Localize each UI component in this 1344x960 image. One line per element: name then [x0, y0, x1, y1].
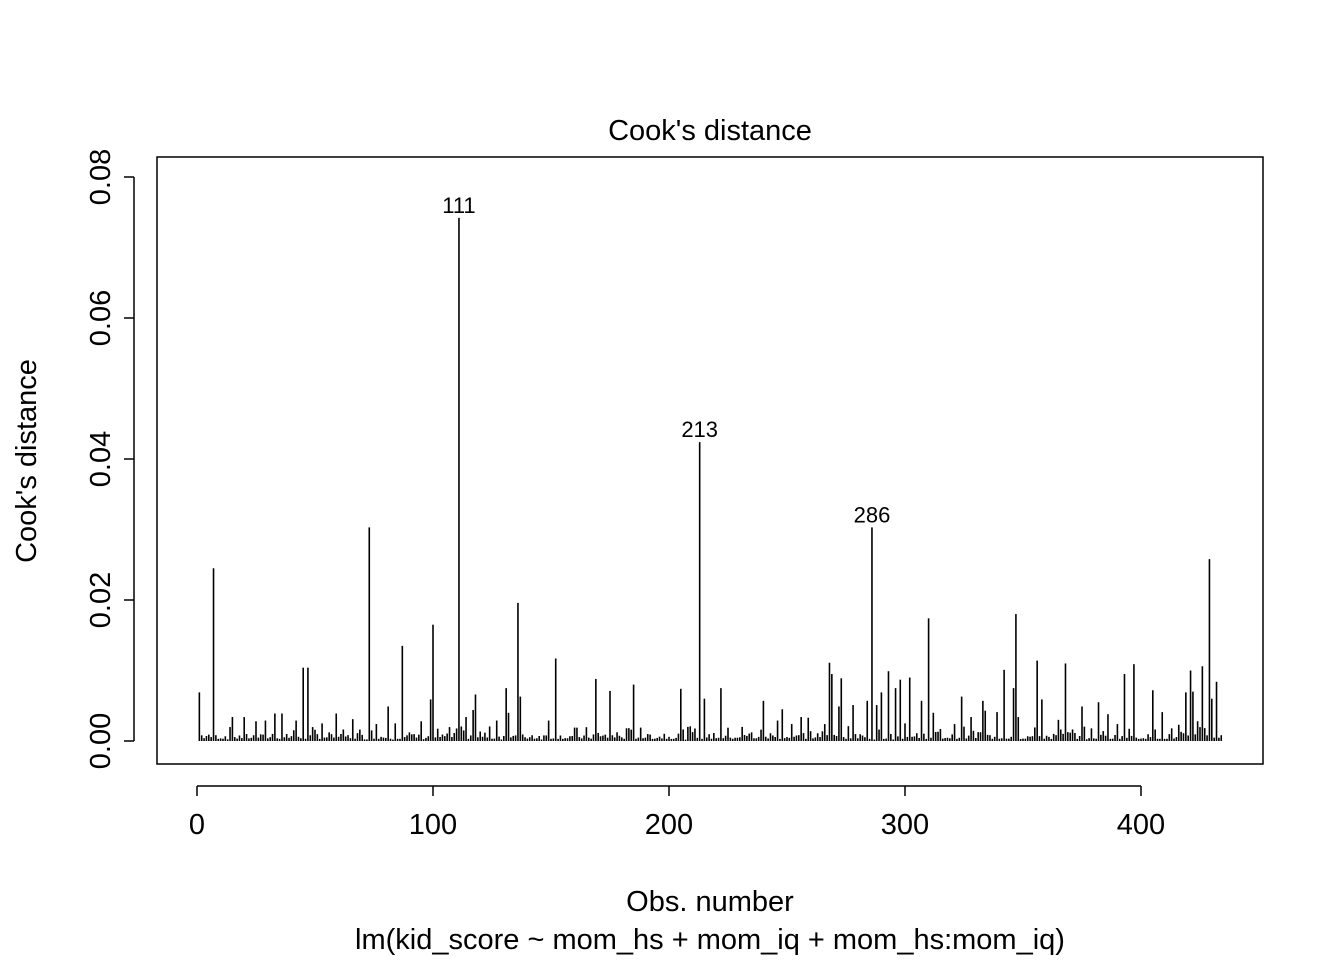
y-tick-label: 0.02 — [85, 572, 117, 628]
x-axis: 0 100 200 300 400 — [189, 785, 1165, 841]
x-tick-label: 200 — [645, 809, 693, 841]
x-axis-label: Obs. number — [626, 886, 794, 918]
outlier-label: 213 — [681, 417, 718, 442]
outlier-label: 111 — [442, 193, 475, 218]
y-tick-label: 0.08 — [85, 149, 117, 205]
y-axis-label: Cook's distance — [11, 359, 43, 563]
y-tick-label: 0.04 — [85, 431, 117, 487]
x-tick-label: 300 — [881, 809, 929, 841]
x-tick-label: 0 — [189, 809, 205, 841]
y-tick-label: 0.06 — [85, 290, 117, 346]
x-tick-label: 100 — [409, 809, 457, 841]
x-tick-label: 400 — [1117, 809, 1165, 841]
y-axis: 0.00 0.02 0.04 0.06 0.08 — [85, 149, 135, 769]
plot-frame — [156, 156, 1264, 765]
cooks-distance-bars — [198, 217, 1223, 741]
outlier-labels: 111 213 286 — [442, 193, 890, 527]
model-formula-label: lm(kid_score ~ mom_hs + mom_iq + mom_hs:… — [355, 924, 1065, 956]
y-tick-label: 0.00 — [85, 713, 117, 769]
chart-title: Cook's distance — [608, 115, 812, 147]
outlier-label: 286 — [854, 502, 891, 527]
